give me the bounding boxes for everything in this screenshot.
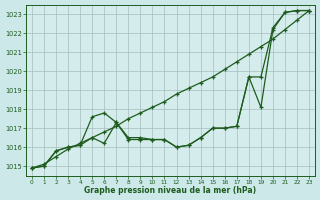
X-axis label: Graphe pression niveau de la mer (hPa): Graphe pression niveau de la mer (hPa)	[84, 186, 257, 195]
